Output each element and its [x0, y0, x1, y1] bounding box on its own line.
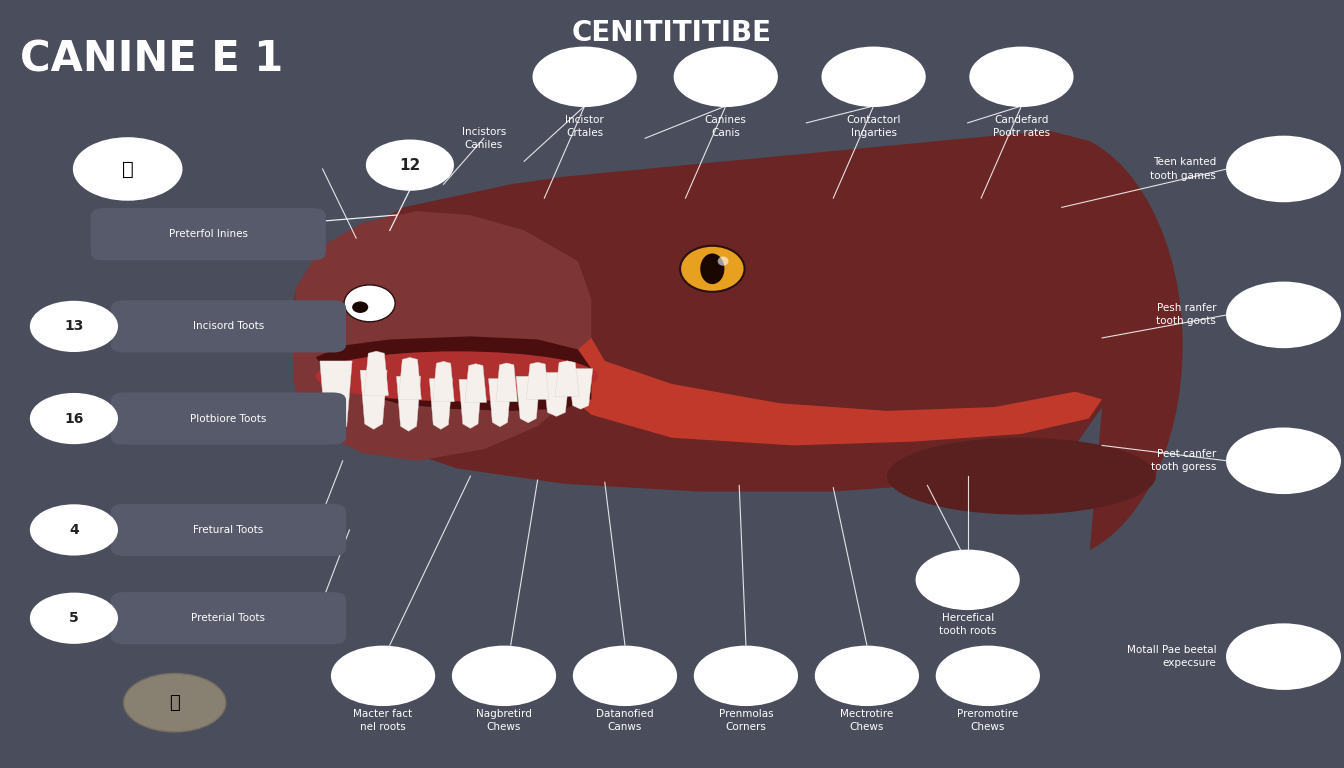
Text: Teen kanted
tooth games: Teen kanted tooth games: [1150, 157, 1216, 180]
Text: CANINE E 1: CANINE E 1: [20, 38, 284, 81]
Polygon shape: [398, 357, 422, 399]
Text: Prenmolas
Corners: Prenmolas Corners: [719, 709, 773, 732]
Circle shape: [534, 48, 636, 106]
Text: 5: 5: [69, 611, 79, 625]
Circle shape: [367, 141, 453, 190]
Polygon shape: [489, 379, 511, 427]
Text: Preterial Toots: Preterial Toots: [191, 613, 266, 624]
Polygon shape: [320, 361, 352, 433]
Text: Incistor
Crtales: Incistor Crtales: [566, 115, 603, 138]
Text: Candefard
Pootr rates: Candefard Pootr rates: [993, 115, 1050, 138]
Text: Macter fact
nel roots: Macter fact nel roots: [353, 709, 413, 732]
Circle shape: [823, 48, 925, 106]
Polygon shape: [496, 363, 517, 402]
FancyBboxPatch shape: [112, 504, 345, 556]
Text: Peet canfer
tooth goress: Peet canfer tooth goress: [1150, 449, 1216, 472]
Polygon shape: [364, 351, 388, 396]
Text: 🦁: 🦁: [169, 694, 180, 712]
Circle shape: [970, 48, 1073, 106]
Polygon shape: [465, 364, 487, 402]
Text: 4: 4: [69, 523, 79, 537]
Circle shape: [1227, 283, 1340, 347]
Circle shape: [1227, 429, 1340, 493]
Text: Canines
Canis: Canines Canis: [704, 115, 747, 138]
Ellipse shape: [700, 253, 724, 284]
FancyBboxPatch shape: [112, 300, 345, 353]
Polygon shape: [293, 211, 591, 461]
Ellipse shape: [887, 438, 1156, 515]
Polygon shape: [569, 369, 593, 409]
FancyBboxPatch shape: [112, 592, 345, 644]
Circle shape: [124, 674, 226, 732]
Text: 🦴: 🦴: [122, 160, 133, 178]
Text: Incisord Toots: Incisord Toots: [192, 321, 265, 332]
Circle shape: [74, 138, 181, 200]
Polygon shape: [430, 379, 452, 429]
Circle shape: [816, 647, 918, 705]
Circle shape: [332, 647, 434, 705]
Text: Preromotire
Chews: Preromotire Chews: [957, 709, 1019, 732]
Ellipse shape: [718, 257, 728, 266]
Circle shape: [1227, 137, 1340, 201]
Text: Mectrotire
Chews: Mectrotire Chews: [840, 709, 894, 732]
Circle shape: [31, 394, 117, 443]
Ellipse shape: [284, 319, 308, 330]
Text: Datanofied
Canws: Datanofied Canws: [597, 709, 653, 732]
Circle shape: [675, 48, 777, 106]
Text: Preterfol Inines: Preterfol Inines: [169, 229, 247, 240]
Ellipse shape: [344, 285, 395, 322]
Text: Fretural Toots: Fretural Toots: [194, 525, 263, 535]
Circle shape: [917, 551, 1019, 609]
Text: Contactorl
Ingarties: Contactorl Ingarties: [847, 115, 900, 138]
Text: Nagbretird
Chews: Nagbretird Chews: [476, 709, 532, 732]
Ellipse shape: [352, 302, 368, 313]
Circle shape: [31, 302, 117, 351]
Circle shape: [31, 594, 117, 643]
Text: Motall Pae beetal
expecsure: Motall Pae beetal expecsure: [1126, 645, 1216, 668]
Circle shape: [574, 647, 676, 705]
Text: 13: 13: [65, 319, 83, 333]
Text: 12: 12: [399, 157, 421, 173]
Polygon shape: [543, 372, 570, 416]
Text: Plotbiore Toots: Plotbiore Toots: [191, 413, 266, 424]
Polygon shape: [289, 131, 1183, 550]
Text: Incistors
Caniles: Incistors Caniles: [462, 127, 505, 150]
Circle shape: [937, 647, 1039, 705]
Polygon shape: [527, 362, 548, 399]
Text: 16: 16: [65, 412, 83, 425]
Polygon shape: [433, 362, 454, 402]
Text: Hercefical
tooth roots: Hercefical tooth roots: [939, 613, 996, 636]
Circle shape: [695, 647, 797, 705]
Circle shape: [1227, 624, 1340, 689]
FancyBboxPatch shape: [90, 208, 325, 260]
Circle shape: [31, 505, 117, 554]
Text: Pesh ranfer
tooth goots: Pesh ranfer tooth goots: [1156, 303, 1216, 326]
Polygon shape: [316, 336, 591, 411]
Polygon shape: [516, 376, 540, 422]
Polygon shape: [360, 370, 387, 429]
Polygon shape: [396, 376, 421, 432]
Text: CENITITITIBE: CENITITITIBE: [573, 19, 771, 47]
Ellipse shape: [680, 246, 745, 292]
Polygon shape: [564, 338, 1102, 445]
Circle shape: [453, 647, 555, 705]
Polygon shape: [555, 361, 579, 396]
Polygon shape: [458, 379, 481, 429]
FancyBboxPatch shape: [112, 392, 345, 445]
Ellipse shape: [316, 352, 598, 401]
